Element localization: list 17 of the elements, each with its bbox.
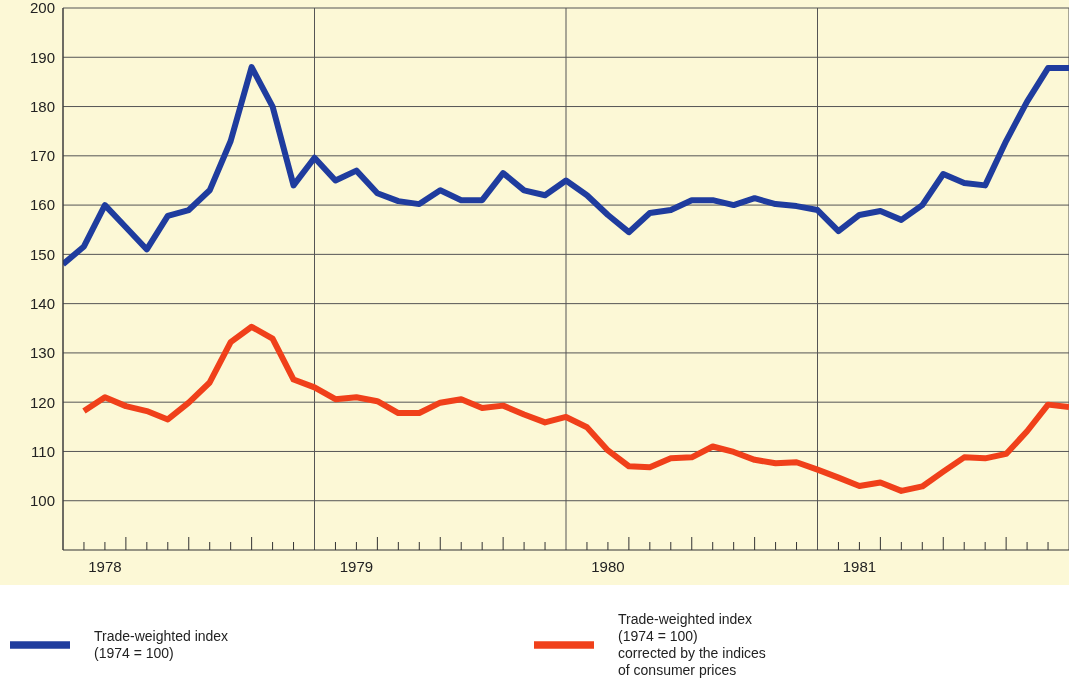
y-tick-label: 140: [29, 294, 55, 312]
y-tick-label: 180: [29, 97, 55, 115]
legend-label: Trade-weighted index (1974 = 100): [94, 628, 230, 662]
y-tick-label: 120: [29, 393, 55, 411]
legend-label: Trade-weighted index (1974 = 100) corrected by the indices of consumer prices: [618, 611, 767, 679]
y-tick-label: 150: [29, 245, 55, 263]
y-tick-label: 130: [29, 344, 55, 362]
y-tick-label: 160: [29, 196, 55, 214]
x-tick-label: 1980: [591, 558, 625, 575]
y-tick-label: 100: [29, 492, 55, 510]
y-tick-label: 170: [29, 147, 55, 165]
x-tick-label: 1981: [842, 558, 877, 575]
y-tick-label: 190: [29, 48, 55, 66]
x-tick-label: 1979: [339, 558, 374, 575]
y-tick-label: 110: [31, 442, 55, 460]
y-tick-label: 200: [29, 0, 55, 17]
x-tick-label: 1978: [88, 558, 122, 575]
